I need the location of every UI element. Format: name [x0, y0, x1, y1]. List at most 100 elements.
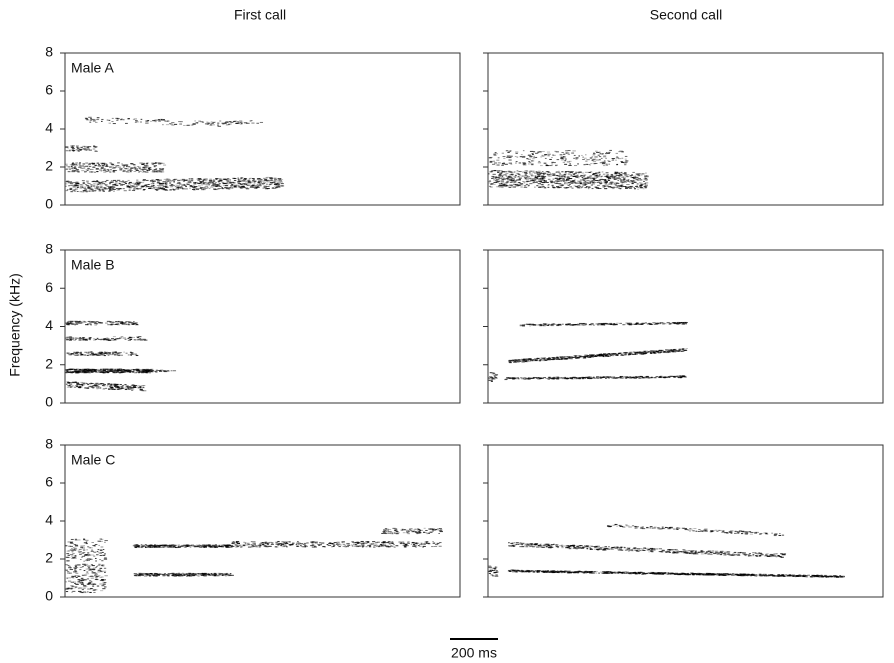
spectrogram-speck [562, 185, 564, 186]
spectrogram-speck [162, 187, 164, 188]
spectrogram-speck [614, 324, 616, 325]
spectrogram-speck [525, 178, 527, 179]
spectrogram-speck [165, 182, 167, 183]
spectrogram-speck [137, 337, 139, 338]
spectrogram-speck [600, 162, 602, 163]
spectrogram-speck [632, 172, 634, 173]
spectrogram-speck [76, 147, 78, 148]
spectrogram-speck [625, 159, 627, 160]
spectrogram-speck [79, 321, 81, 322]
spectrogram-speck [506, 176, 508, 177]
spectrogram-speck [509, 187, 512, 188]
spectrogram-speck [72, 371, 75, 372]
spectrogram-speck [157, 162, 160, 163]
spectrogram-speck [86, 118, 88, 119]
spectrogram-speck [69, 566, 71, 567]
spectrogram-speck [497, 172, 499, 173]
spectrogram-speck [69, 323, 72, 324]
spectrogram-speck [77, 191, 79, 192]
spectrogram-speck [96, 168, 99, 169]
spectrogram-speck [269, 177, 272, 178]
spectrogram-speck [570, 182, 572, 183]
spectrogram-speck [619, 352, 621, 353]
spectrogram-speck [143, 180, 146, 181]
spectrogram-speck [188, 180, 190, 181]
spectrogram-speck [625, 354, 627, 355]
spectrogram-speck [632, 183, 634, 184]
spectrogram-speck [76, 386, 78, 387]
spectrogram-speck [104, 540, 107, 541]
spectrogram-speck [130, 171, 132, 172]
spectrogram-speck [161, 183, 164, 184]
spectrogram-speck [75, 587, 77, 588]
spectrogram-speck [600, 378, 602, 379]
spectrogram-speck [435, 544, 438, 545]
spectrogram-speck [646, 175, 648, 176]
spectrogram-speck [626, 377, 628, 378]
spectrogram-speck [66, 553, 69, 554]
spectrogram-speck [152, 574, 154, 575]
spectrogram-speck [134, 167, 136, 168]
spectrogram-speck [616, 183, 619, 184]
spectrogram-speck [578, 155, 580, 156]
spectrogram-speck [622, 324, 624, 325]
spectrogram-speck [95, 181, 98, 182]
spectrogram-speck [260, 181, 262, 182]
spectrogram-speck [612, 158, 614, 159]
spectrogram-speck [95, 165, 97, 166]
spectrogram-speck [152, 182, 154, 183]
spectrogram-speck [69, 169, 71, 170]
spectrogram-speck [561, 377, 564, 378]
column-title: First call [234, 7, 286, 23]
spectrogram-speck [428, 543, 431, 544]
spectrogram-speck [74, 568, 76, 569]
spectrogram-speck [101, 168, 104, 169]
spectrogram-speck [609, 353, 612, 354]
spectrogram-speck [84, 146, 87, 147]
spectrogram-speck [274, 183, 276, 184]
spectrogram-speck [141, 371, 143, 372]
spectrogram-speck [624, 173, 626, 174]
spectrogram-speck [225, 575, 227, 576]
spectrogram-speck [86, 383, 88, 384]
spectrogram-speck [584, 158, 587, 159]
spectrogram-speck [109, 167, 112, 168]
spectrogram-speck [526, 177, 528, 178]
spectrogram-speck [167, 575, 169, 576]
spectrogram-speck [207, 124, 209, 125]
spectrogram-speck [162, 124, 164, 125]
spectrogram-speck [126, 339, 128, 340]
spectrogram-speck [195, 182, 198, 183]
spectrogram-speck [525, 174, 527, 175]
spectrogram-speck [245, 187, 248, 188]
spectrogram-speck [99, 186, 102, 187]
spectrogram-speck [240, 187, 242, 188]
spectrogram-speck [644, 179, 646, 180]
spectrogram-speck [169, 183, 171, 184]
spectrogram-speck [103, 338, 106, 339]
spectrogram-speck [142, 573, 145, 574]
spectrogram-speck [528, 163, 530, 164]
spectrogram-speck [423, 546, 425, 547]
spectrogram-speck [523, 377, 526, 378]
spectrogram-speck [243, 186, 245, 187]
spectrogram-speck [608, 152, 610, 153]
spectrogram-speck [255, 185, 258, 186]
spectrogram-speck [181, 184, 184, 185]
spectrogram-speck [598, 324, 600, 325]
spectrogram-speck [75, 371, 77, 372]
spectrogram-speck [85, 184, 87, 185]
spectrogram-speck [71, 337, 74, 338]
spectrogram-speck [593, 161, 596, 162]
spectrogram-speck [78, 551, 80, 552]
spectrogram-speck [641, 175, 643, 176]
spectrogram-speck [100, 339, 103, 340]
spectrogram-speck [638, 178, 641, 179]
spectrogram-speck [497, 170, 500, 171]
spectrogram-speck [71, 550, 73, 551]
spectrogram-speck [561, 152, 563, 153]
spectrogram-speck [105, 369, 108, 370]
spectrogram-speck [522, 325, 525, 326]
spectrogram-speck [681, 351, 683, 352]
spectrogram-speck [239, 123, 241, 124]
